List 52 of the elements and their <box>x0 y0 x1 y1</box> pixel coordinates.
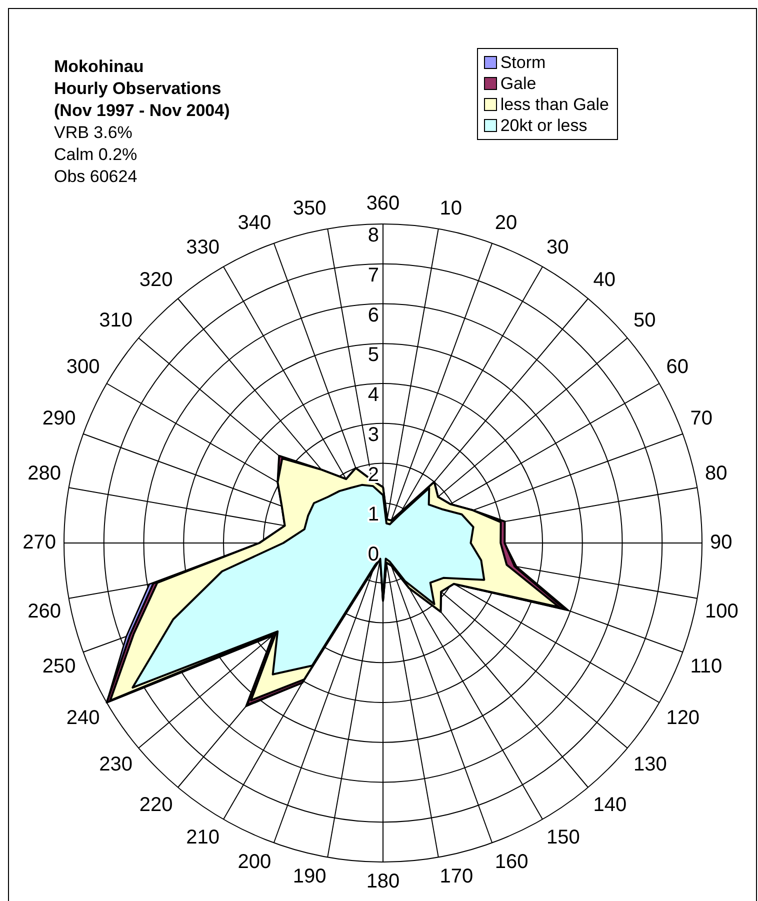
spoke-label: 360 <box>366 192 400 215</box>
spoke-label: 180 <box>366 870 400 893</box>
spoke-label: 140 <box>593 794 627 816</box>
y-tick-label: 5 <box>368 344 379 366</box>
spoke-label: 350 <box>292 197 326 220</box>
legend-label: less than Gale <box>500 95 609 114</box>
y-tick-label: 0 <box>368 544 379 566</box>
spoke-label: 80 <box>705 462 728 485</box>
spoke-label: 220 <box>139 794 173 816</box>
spoke-label: 310 <box>99 309 133 332</box>
y-tick-label: 7 <box>368 264 379 286</box>
spoke-label: 290 <box>42 408 76 430</box>
text: VRB 3.6% <box>54 122 134 144</box>
spoke-label: 60 <box>666 356 688 378</box>
legend-label: Storm <box>500 53 546 72</box>
spoke-label: 280 <box>28 462 61 485</box>
spoke-label: 130 <box>633 754 667 776</box>
spoke-label: 170 <box>440 866 474 888</box>
spoke-label: 340 <box>238 212 272 234</box>
spoke-label: 200 <box>238 850 272 873</box>
legend-label: 20kt or less <box>500 116 588 135</box>
y-tick-label: 4 <box>368 384 379 406</box>
spoke-label: 10 <box>440 197 462 220</box>
spoke-label: 320 <box>139 269 173 292</box>
spoke-label: 240 <box>66 707 100 730</box>
spoke-label: 90 <box>710 532 732 554</box>
spoke-label: 150 <box>546 826 580 849</box>
spoke-label: 120 <box>666 707 700 730</box>
spoke-label: 250 <box>42 655 76 678</box>
spoke-label: 270 <box>22 532 56 554</box>
spoke-label: 210 <box>186 826 220 849</box>
text: Mokohinau Hourly Observations (Nov 1997 - Nov 2004) <box>54 56 230 122</box>
spoke-label: 300 <box>66 356 100 378</box>
text: Obs 60624 <box>54 166 138 188</box>
y-tick-label: 3 <box>368 424 379 446</box>
spoke-label: 50 <box>633 309 656 332</box>
spoke-label: 230 <box>99 754 133 776</box>
spoke-label: 40 <box>593 269 616 292</box>
legend-label: Gale <box>500 74 536 93</box>
y-tick-label: 8 <box>368 224 379 247</box>
spoke-label: 190 <box>292 866 326 888</box>
spoke-label: 160 <box>494 850 528 873</box>
text: Calm 0.2% <box>54 144 138 166</box>
spoke-label: 110 <box>690 655 722 678</box>
spoke-label: 260 <box>28 600 61 622</box>
y-tick-label: 1 <box>368 504 379 526</box>
spoke-label: 330 <box>186 236 220 258</box>
y-tick-label: 6 <box>368 304 379 326</box>
spoke-label: 100 <box>705 600 738 622</box>
spoke-label: 30 <box>546 236 569 258</box>
spoke-label: 70 <box>690 408 713 430</box>
spoke-label: 20 <box>494 212 518 234</box>
